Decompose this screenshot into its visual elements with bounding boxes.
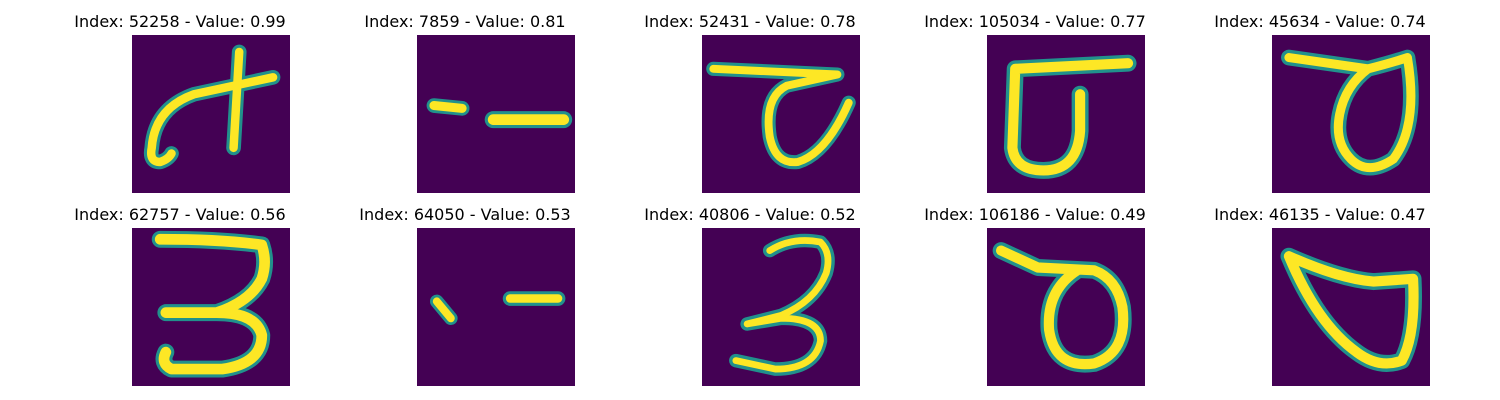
panel-title: Index: 7859 - Value: 0.81 [364,12,566,31]
handwritten-glyph-icon [702,228,860,386]
handwritten-glyph-icon [417,228,575,386]
handwritten-glyph-icon [132,35,290,193]
handwritten-glyph-icon [987,228,1145,386]
panel: Index: 52258 - Value: 0.99 [30,0,330,193]
panel: Index: 45634 - Value: 0.74 [1170,0,1470,193]
handwritten-glyph-icon [417,35,575,193]
handwritten-glyph-icon [702,35,860,193]
handwritten-glyph-icon [1272,228,1430,386]
handwritten-glyph-icon [132,228,290,386]
handwritten-glyph-icon [987,35,1145,193]
panel: Index: 40806 - Value: 0.52 [600,193,900,386]
panel-title: Index: 105034 - Value: 0.77 [924,12,1146,31]
panel-title: Index: 52431 - Value: 0.78 [644,12,856,31]
panel: Index: 105034 - Value: 0.77 [885,0,1185,193]
panel-title: Index: 45634 - Value: 0.74 [1214,12,1426,31]
panel: Index: 106186 - Value: 0.49 [885,193,1185,386]
panel-title: Index: 64050 - Value: 0.53 [359,205,571,224]
panel: Index: 46135 - Value: 0.47 [1170,193,1470,386]
panel-title: Index: 62757 - Value: 0.56 [74,205,286,224]
panel-title: Index: 40806 - Value: 0.52 [644,205,856,224]
panel-title: Index: 106186 - Value: 0.49 [924,205,1146,224]
handwritten-glyph-icon [1272,35,1430,193]
panel: Index: 62757 - Value: 0.56 [30,193,330,386]
panel: Index: 52431 - Value: 0.78 [600,0,900,193]
panel-title: Index: 46135 - Value: 0.47 [1214,205,1426,224]
panel: Index: 7859 - Value: 0.81 [315,0,615,193]
panel: Index: 64050 - Value: 0.53 [315,193,615,386]
panel-title: Index: 52258 - Value: 0.99 [74,12,286,31]
